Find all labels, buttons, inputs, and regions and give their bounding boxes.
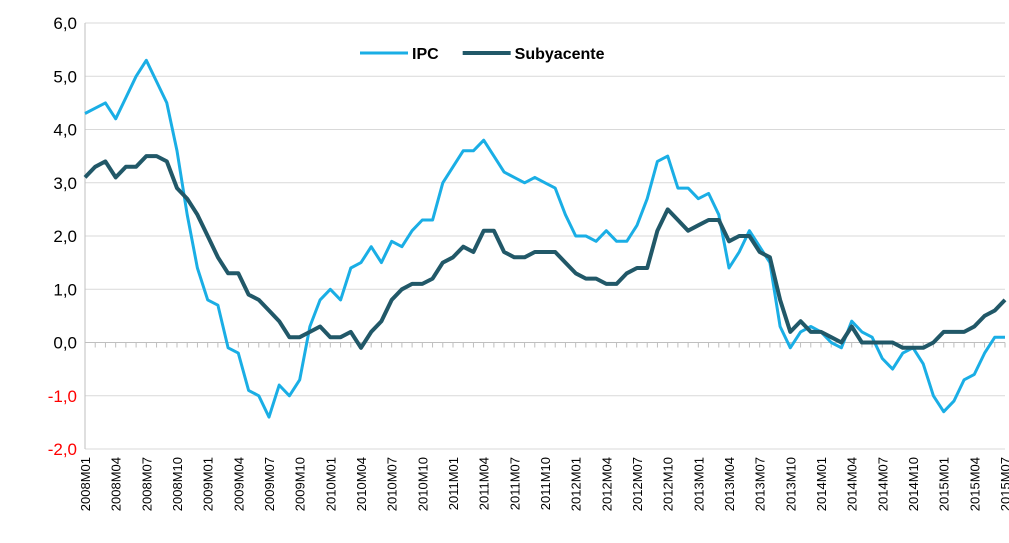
x-tick-label: 2009M07 xyxy=(262,457,277,511)
y-tick-label: 4,0 xyxy=(53,121,77,140)
x-tick-label: 2011M07 xyxy=(507,457,522,510)
x-tick-label: 2013M04 xyxy=(722,457,737,511)
y-tick-label: -1,0 xyxy=(48,387,77,406)
x-tick-label: 2009M04 xyxy=(231,457,246,511)
x-tick-label: 2012M10 xyxy=(661,457,676,511)
legend-label: IPC xyxy=(412,46,439,63)
x-tick-label: 2014M01 xyxy=(814,457,829,511)
x-tick-label: 2012M04 xyxy=(599,457,614,511)
x-tick-label: 2009M10 xyxy=(293,457,308,511)
x-tick-label: 2008M07 xyxy=(139,457,154,511)
x-tick-label: 2011M04 xyxy=(477,457,492,510)
x-tick-label: 2013M07 xyxy=(753,457,768,511)
series-line xyxy=(83,154,1007,350)
x-tick-label: 2012M01 xyxy=(569,457,584,511)
y-tick-label: 3,0 xyxy=(53,174,77,193)
x-tick-label: 2010M07 xyxy=(385,457,400,511)
x-tick-label: 2010M10 xyxy=(415,457,430,511)
x-tick-label: 2008M10 xyxy=(170,457,185,511)
x-tick-label: 2014M04 xyxy=(845,457,860,511)
x-tick-label: 2008M04 xyxy=(109,457,124,511)
y-tick-label: -2,0 xyxy=(48,440,77,459)
x-tick-label: 2012M07 xyxy=(630,457,645,511)
x-tick-label: 2011M01 xyxy=(446,457,461,510)
x-tick-label: 2013M10 xyxy=(783,457,798,511)
x-tick-label: 2009M01 xyxy=(201,457,216,511)
x-tick-label: 2011M10 xyxy=(538,457,553,510)
y-tick-label: 0,0 xyxy=(53,334,77,353)
x-tick-label: 2010M04 xyxy=(354,457,369,511)
legend-label: Subyacente xyxy=(515,46,605,63)
y-tick-label: 2,0 xyxy=(53,227,77,246)
x-tick-label: 2010M01 xyxy=(323,457,338,511)
x-tick-label: 2014M07 xyxy=(875,457,890,511)
y-tick-label: 1,0 xyxy=(53,280,77,299)
series-line xyxy=(84,58,1005,419)
x-tick-label: 2015M07 xyxy=(998,457,1009,511)
x-tick-label: 2014M10 xyxy=(906,457,921,511)
x-tick-label: 2008M01 xyxy=(78,457,93,511)
x-tick-label: 2013M01 xyxy=(691,457,706,511)
x-tick-label: 2015M04 xyxy=(967,457,982,511)
x-tick-label: 2015M01 xyxy=(937,457,952,511)
y-tick-label: 6,0 xyxy=(53,14,77,33)
y-tick-label: 5,0 xyxy=(53,67,77,86)
